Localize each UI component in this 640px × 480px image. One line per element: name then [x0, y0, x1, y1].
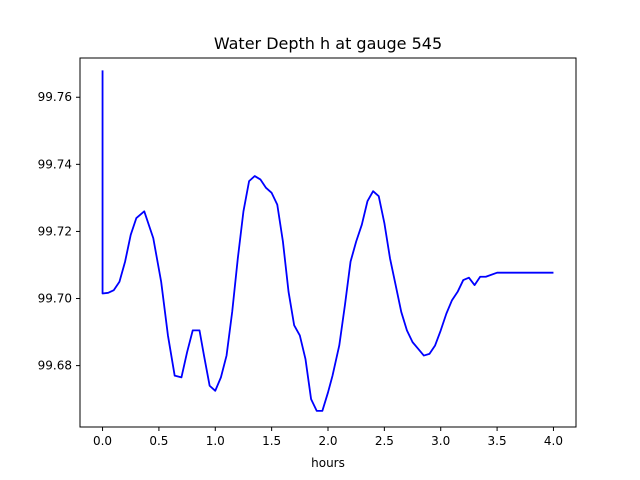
x-tick-label: 1.5: [262, 434, 281, 448]
x-tick-label: 3.5: [488, 434, 507, 448]
x-axis: 0.0 0.5 1.0 1.5 2.0 2.5 3.0 3.5 4.0: [93, 427, 563, 448]
y-tick-label: 99.68: [38, 359, 72, 373]
y-tick-label: 99.74: [38, 157, 72, 171]
chart-title: Water Depth h at gauge 545: [214, 34, 442, 53]
x-axis-label: hours: [311, 456, 345, 470]
x-tick-label: 0.0: [93, 434, 112, 448]
y-axis: 99.68 99.70 99.72 99.74 99.76: [38, 90, 80, 373]
y-tick-label: 99.72: [38, 224, 72, 238]
y-tick-label: 99.76: [38, 90, 72, 104]
x-tick-label: 3.0: [431, 434, 450, 448]
series-line: [101, 70, 554, 412]
x-tick-label: 1.0: [206, 434, 225, 448]
x-tick-label: 0.5: [149, 434, 168, 448]
x-tick-label: 2.5: [375, 434, 394, 448]
x-tick-label: 2.0: [318, 434, 337, 448]
x-tick-label: 4.0: [544, 434, 563, 448]
y-tick-label: 99.70: [38, 292, 72, 306]
